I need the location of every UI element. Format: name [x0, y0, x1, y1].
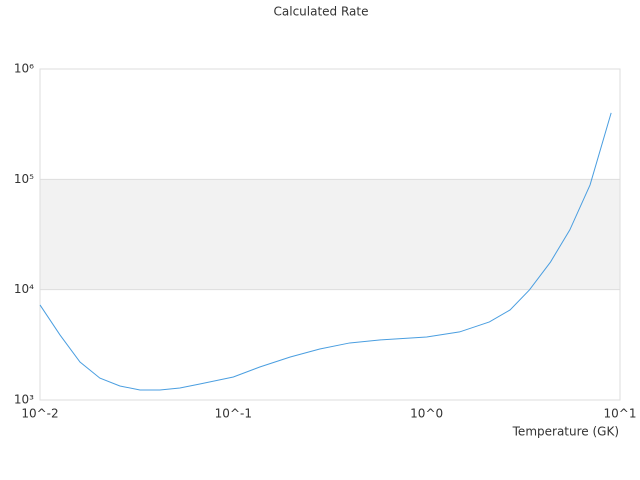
x-tick-label: 10^-2	[21, 407, 58, 421]
x-tick-label: 10^-1	[215, 407, 252, 421]
x-tick-label: 10^0	[410, 407, 443, 421]
plot-border	[39, 68, 621, 401]
plot-band	[40, 179, 620, 290]
y-tick-label: 10⁶	[14, 62, 34, 76]
chart-title: Calculated Rate	[274, 5, 369, 19]
y-tick-label: 10⁵	[14, 172, 34, 186]
data-line	[39, 112, 612, 391]
y-tick-label: 10³	[14, 393, 34, 407]
x-axis-label: Temperature (GK)	[512, 425, 619, 439]
y-tick-label: 10⁴	[14, 282, 34, 296]
x-tick-label: 10^1	[604, 407, 637, 421]
